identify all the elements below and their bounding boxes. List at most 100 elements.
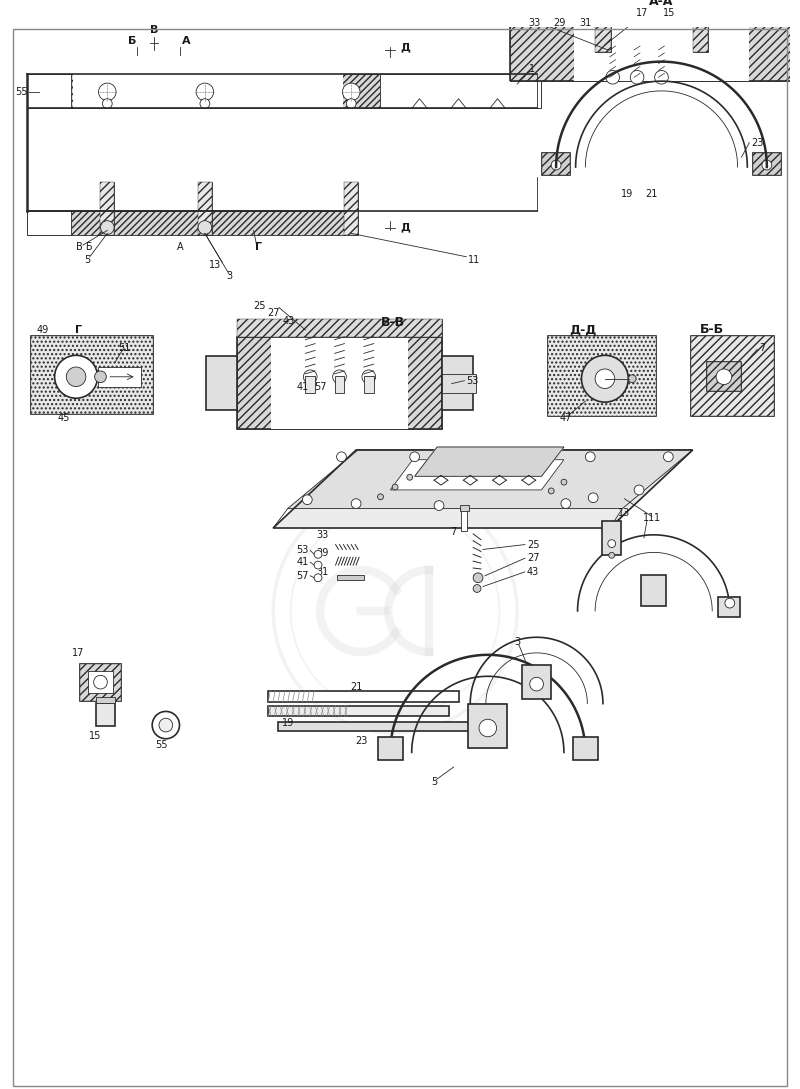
Bar [573,737,598,760]
Circle shape [303,370,317,383]
Circle shape [663,452,673,462]
Text: 3: 3 [514,637,520,647]
Circle shape [102,99,112,109]
Circle shape [716,369,732,384]
Bar [753,154,781,175]
Text: Д: Д [400,222,410,233]
Text: Г: Г [74,325,82,335]
Text: Б-Б: Б-Б [700,323,724,337]
Text: 7: 7 [759,343,766,353]
Bar [602,522,622,555]
Bar [753,154,781,175]
Text: 51: 51 [118,343,131,353]
Circle shape [561,479,567,485]
Bar [522,664,551,699]
Text: В: В [150,25,158,36]
Bar [542,154,570,175]
Bar [378,737,403,760]
Circle shape [66,367,86,387]
Text: 21: 21 [646,189,658,199]
Bar [198,182,212,235]
Circle shape [654,71,668,84]
Bar [510,17,800,82]
Bar [542,154,570,175]
Bar [278,722,473,731]
Circle shape [725,598,734,608]
Text: 7: 7 [450,527,457,537]
Circle shape [582,355,628,402]
Text: В Б: В Б [76,242,93,252]
Circle shape [333,370,346,383]
Text: 5: 5 [431,776,438,786]
Circle shape [378,493,383,500]
Circle shape [94,675,107,689]
Bar [88,672,113,693]
Bar [80,663,121,700]
Text: 19: 19 [622,189,634,199]
Text: 17: 17 [636,8,648,17]
Circle shape [337,452,346,462]
Circle shape [548,488,554,493]
Circle shape [200,99,210,109]
Bar [306,376,315,393]
Bar [80,663,121,700]
Bar [334,376,344,393]
Circle shape [634,485,644,494]
Bar [548,335,656,416]
Text: 43: 43 [527,567,539,577]
Bar [344,182,358,235]
Bar [510,17,800,82]
Text: 41: 41 [296,381,309,392]
Bar [237,337,442,429]
Circle shape [530,677,543,690]
Bar [468,703,507,747]
Text: 1: 1 [654,513,660,523]
Bar [31,335,153,414]
Polygon shape [390,460,564,490]
Bar [98,367,142,387]
Text: 45: 45 [58,413,70,423]
Text: 13: 13 [618,509,630,518]
Bar [27,211,71,235]
Bar [442,374,476,393]
Text: 15: 15 [90,731,102,741]
Polygon shape [273,450,693,528]
Bar [73,74,343,109]
Circle shape [762,160,772,170]
Circle shape [473,585,481,592]
Text: 23: 23 [354,736,367,746]
Bar [101,182,114,235]
Text: 27: 27 [527,553,539,563]
Bar [237,319,442,337]
Bar [27,74,542,109]
Polygon shape [414,446,564,476]
Circle shape [551,160,561,170]
Bar [693,17,708,52]
Text: 25: 25 [254,301,266,310]
Text: 11: 11 [468,255,481,265]
Bar [690,335,774,416]
Bar [693,17,708,52]
Circle shape [407,475,413,480]
Bar [95,702,115,726]
Circle shape [346,99,356,109]
Bar [344,182,358,235]
Bar [595,17,610,52]
Bar [595,17,610,52]
Circle shape [392,485,398,490]
Text: 19: 19 [282,718,294,729]
Bar [574,17,750,82]
Circle shape [314,550,322,559]
Bar [641,575,666,607]
Circle shape [94,371,106,382]
Bar [27,74,71,109]
Bar [337,575,364,579]
Polygon shape [288,450,693,509]
Text: 15: 15 [663,8,675,17]
Circle shape [606,71,619,84]
Circle shape [196,83,214,100]
Text: Б: Б [127,36,136,46]
Text: 29: 29 [553,17,566,27]
Circle shape [351,499,361,509]
Bar [462,510,467,531]
